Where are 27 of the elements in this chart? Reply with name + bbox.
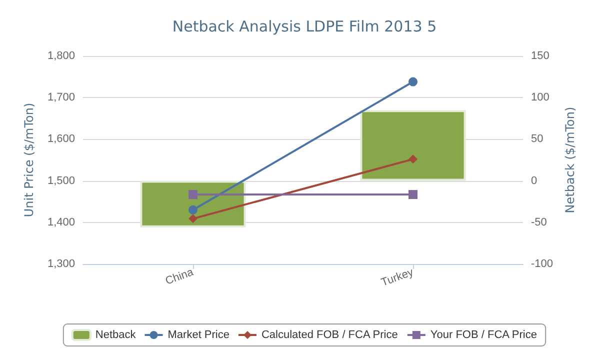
y-tick-label: 1,300 — [47, 258, 75, 270]
y2-tick-label: 0 — [531, 174, 538, 187]
y-tick-label: 1,600 — [47, 133, 75, 146]
y-tick-label: 1,700 — [47, 92, 75, 104]
y2-tick-label: 150 — [531, 50, 550, 62]
y-tick-label: 1,800 — [47, 50, 75, 62]
x-tick-label: China — [164, 266, 196, 288]
y2-tick-label: 50 — [531, 133, 544, 146]
chart-title: Netback Analysis LDPE Film 2013 5 — [172, 18, 437, 36]
legend-label: Your FOB / FCA Price — [430, 329, 537, 341]
legend-label: Calculated FOB / FCA Price — [261, 329, 398, 341]
legend-label: Netback — [95, 329, 136, 341]
y-tick-label: 1,400 — [47, 216, 75, 228]
point — [408, 190, 418, 200]
x-tick-label: Turkey — [380, 266, 416, 289]
point — [188, 214, 198, 224]
y2-axis-title: Netback ($/mTon) — [562, 106, 577, 214]
y2-tick-label: -100 — [531, 258, 554, 270]
y2-tick-label: 100 — [531, 92, 550, 104]
y2-tick-label: -50 — [531, 216, 547, 228]
y-tick-label: 1,500 — [47, 174, 75, 187]
point — [408, 154, 418, 164]
legend-label: Market Price — [168, 329, 230, 341]
point — [188, 205, 198, 214]
y-axis-title: Unit Price ($/mTon) — [22, 102, 36, 218]
point — [408, 77, 418, 86]
point — [188, 190, 198, 200]
